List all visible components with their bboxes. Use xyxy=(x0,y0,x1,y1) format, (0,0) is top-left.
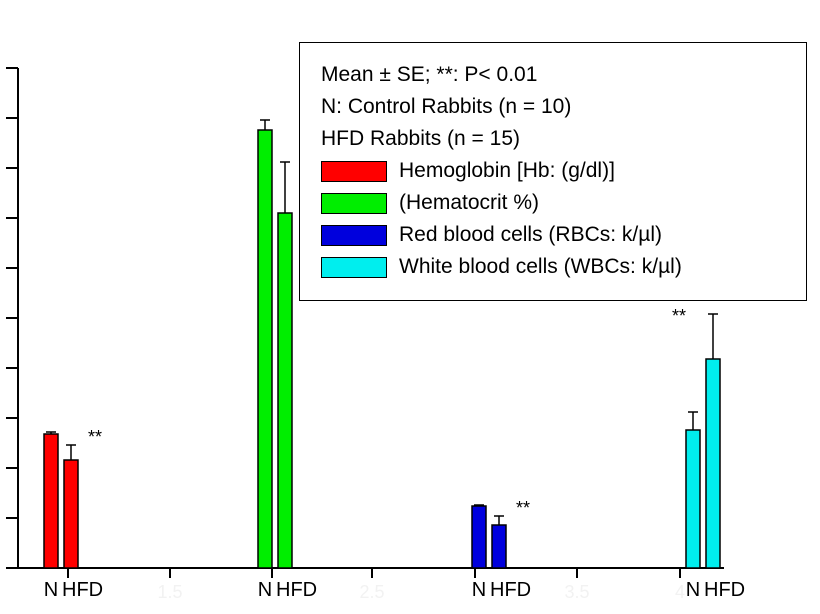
bar-hfd xyxy=(277,212,293,569)
x-label-hfd: HFD xyxy=(490,579,531,601)
bar-n xyxy=(257,129,273,569)
x-label-hfd: HFD xyxy=(276,579,317,601)
legend-header-line: HFD Rabbits (n = 15) xyxy=(321,127,520,150)
x-label-n: N xyxy=(686,579,700,601)
significance-label: ** xyxy=(516,498,530,518)
bar-hfd xyxy=(63,459,79,569)
bar-hfd xyxy=(491,524,507,569)
x-tick-label: 1.5 xyxy=(157,582,182,602)
legend-swatch-hematocrit xyxy=(321,193,387,214)
x-labels: 1.5 2.5 3.5 4N HFD N HFD N HFD N HFD xyxy=(44,579,745,602)
bar-n xyxy=(43,433,59,569)
x-tick-label: 2.5 xyxy=(359,582,384,602)
legend-swatch-rbc xyxy=(321,225,387,246)
legend: Mean ± SE; **: P< 0.01 N: Control Rabbit… xyxy=(299,42,807,301)
axes xyxy=(6,67,724,578)
legend-swatch-hemoglobin xyxy=(321,161,387,182)
x-label-n: N xyxy=(258,579,272,601)
legend-swatch-wbc xyxy=(321,257,387,278)
legend-header-line: Mean ± SE; **: P< 0.01 xyxy=(321,63,538,86)
bar-n xyxy=(471,505,487,569)
x-tick-label: 3.5 xyxy=(564,582,589,602)
legend-label-rbc: Red blood cells (RBCs: k/µl) xyxy=(399,223,663,246)
bars: ******** xyxy=(43,119,721,569)
legend-header-line: N: Control Rabbits (n = 10) xyxy=(321,95,572,118)
legend-label-wbc: White blood cells (WBCs: k/µl) xyxy=(399,255,682,278)
x-tick-label: 4 xyxy=(675,582,685,602)
significance-label: ** xyxy=(88,427,102,447)
legend-label-hemoglobin: Hemoglobin [Hb: (g/dl)] xyxy=(399,159,615,182)
legend-label-hematocrit: (Hematocrit %) xyxy=(399,191,540,214)
x-label-n: N xyxy=(44,579,58,601)
bar-n xyxy=(685,429,701,569)
significance-label: ** xyxy=(672,306,686,326)
x-label-hfd: HFD xyxy=(62,579,103,601)
x-label-hfd: HFD xyxy=(704,579,745,601)
x-label-n: N xyxy=(472,579,486,601)
bar-hfd xyxy=(705,358,721,569)
